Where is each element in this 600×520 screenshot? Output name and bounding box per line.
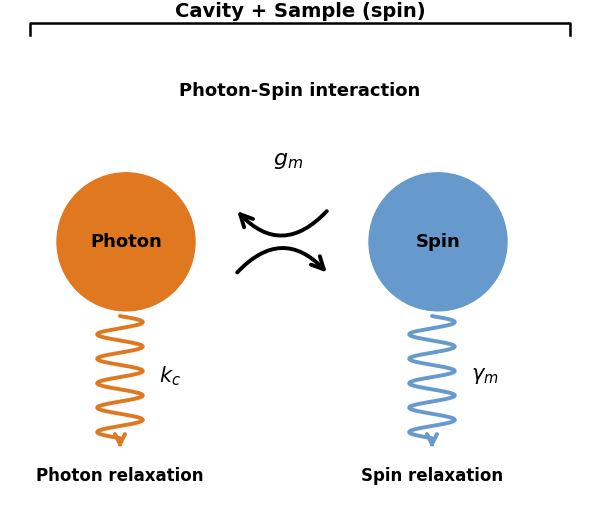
Text: $\mathbf{\mathit{k}}_{\mathbf{\mathit{c}}}$: $\mathbf{\mathit{k}}_{\mathbf{\mathit{c}… (159, 364, 181, 387)
Text: Photon: Photon (90, 233, 162, 251)
Text: Photon-Spin interaction: Photon-Spin interaction (179, 82, 421, 100)
FancyArrowPatch shape (240, 211, 327, 236)
Ellipse shape (57, 173, 195, 311)
Ellipse shape (369, 173, 507, 311)
Text: Spin: Spin (416, 233, 460, 251)
Text: Photon relaxation: Photon relaxation (36, 467, 204, 485)
Text: $\mathbf{\mathit{\gamma}}_{\mathbf{\mathit{m}}}$: $\mathbf{\mathit{\gamma}}_{\mathbf{\math… (471, 366, 499, 386)
Text: Cavity + Sample (spin): Cavity + Sample (spin) (175, 2, 425, 21)
FancyArrowPatch shape (237, 248, 324, 272)
Text: Spin relaxation: Spin relaxation (361, 467, 503, 485)
Text: $\mathbf{\mathit{g}}_{\mathbf{\mathit{m}}}$: $\mathbf{\mathit{g}}_{\mathbf{\mathit{m}… (273, 151, 303, 172)
